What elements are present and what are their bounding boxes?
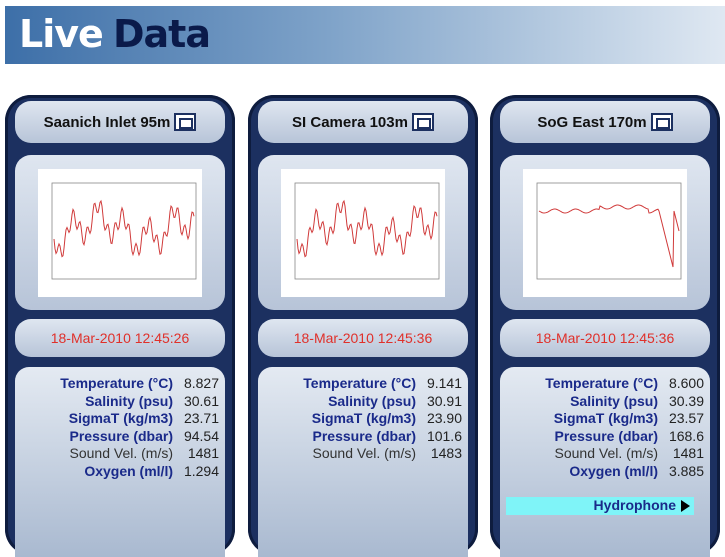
reading-row: Temperature (°C) 8.827 [15,375,225,393]
hydrophone-link[interactable]: Hydrophone [506,497,694,515]
readings: Temperature (°C) 9.141 Salinity (psu) 30.91… [258,367,468,557]
reading-value: 1483 [430,445,462,462]
reading-value: 168.6 [668,427,704,444]
readings: Temperature (°C) 8.600 Salinity (psu) 30.39… [500,367,710,557]
reading-value: 8.600 [668,375,704,391]
station-title: Saanich Inlet 95m [15,101,225,143]
plot-thumbnail[interactable] [523,169,687,297]
reading-value: 23.90 [426,410,462,427]
reading-value: 30.39 [668,392,704,409]
reading-row: Sound Vel. (m/s) 1481 [500,445,710,463]
timestamp: 18-Mar-2010 12:45:36 [500,319,710,357]
reading-label: SigmaT (kg/m3) [553,410,658,427]
banner: Live Data [5,6,725,64]
station-title: SoG East 170m [500,101,710,143]
reading-label: Oxygen (ml/l) [569,463,658,479]
title-word: Live [19,12,104,56]
reading-value: 8.827 [183,375,219,391]
station-panel: SoG East 170m 18-Mar-2010 12:45:36 Tempera… [490,95,720,557]
reading-value: 94.54 [183,427,219,444]
reading-label: Pressure (dbar) [312,427,416,444]
popup-icon[interactable] [411,113,434,131]
reading-value: 30.91 [426,392,462,409]
reading-value: 101.6 [426,427,462,444]
readings: Temperature (°C) 8.827 Salinity (psu) 30.61… [15,367,225,557]
reading-label: SigmaT (kg/m3) [311,410,416,427]
reading-row: Oxygen (ml/l) 1.294 [15,463,225,481]
reading-value: 1.294 [183,463,219,479]
plot-thumbnail[interactable] [281,169,445,297]
reading-value: 23.57 [668,410,704,427]
reading-value: 9.141 [426,375,462,391]
plot-box [15,155,225,310]
reading-label: Sound Vel. (m/s) [554,445,659,462]
reading-label: Sound Vel. (m/s) [69,445,174,462]
reading-row: Pressure (dbar) 94.54 [15,428,225,446]
timestamp: 18-Mar-2010 12:45:36 [258,319,468,357]
station-panel: Saanich Inlet 95m 18-Mar-2010 12:45:26 Tem… [5,95,235,557]
popup-icon[interactable] [650,113,673,131]
reading-value: 1481 [672,445,704,462]
popup-icon[interactable] [174,113,197,131]
reading-label: Pressure (dbar) [69,427,173,444]
reading-row: Pressure (dbar) 101.6 [258,428,468,446]
reading-label: Sound Vel. (m/s) [312,445,417,462]
reading-row: Pressure (dbar) 168.6 [500,428,710,446]
station-panel: SI Camera 103m 18-Mar-2010 12:45:36 Temper… [248,95,478,557]
station-name: SI Camera 103m [292,113,408,131]
station-name: Saanich Inlet 95m [43,113,171,131]
title-word: Data [113,12,211,56]
reading-row: SigmaT (kg/m3) 23.90 [258,410,468,428]
reading-value: 3.885 [668,463,704,479]
station-name: SoG East 170m [537,113,647,131]
reading-row: SigmaT (kg/m3) 23.71 [15,410,225,428]
reading-value: 1481 [187,445,219,462]
reading-label: Temperature (°C) [303,375,416,391]
reading-row: Temperature (°C) 9.141 [258,375,468,393]
reading-row: Salinity (psu) 30.39 [500,393,710,411]
reading-value: 30.61 [183,392,219,409]
reading-label: Salinity (psu) [85,392,173,409]
plot-box [500,155,710,310]
reading-row: SigmaT (kg/m3) 23.57 [500,410,710,428]
reading-row: Salinity (psu) 30.91 [258,393,468,411]
reading-label: Salinity (psu) [570,392,658,409]
reading-label: Temperature (°C) [545,375,658,391]
reading-label: Pressure (dbar) [554,427,658,444]
reading-row: Salinity (psu) 30.61 [15,393,225,411]
reading-label: Salinity (psu) [328,392,416,409]
plot-box [258,155,468,310]
timestamp: 18-Mar-2010 12:45:26 [15,319,225,357]
page: Live Data Saanich Inlet 95m 18-Mar-2010 1… [5,6,725,557]
station-title: SI Camera 103m [258,101,468,143]
reading-label: SigmaT (kg/m3) [68,410,173,427]
reading-row: Oxygen (ml/l) 3.885 [500,463,710,481]
reading-row: Sound Vel. (m/s) 1481 [15,445,225,463]
reading-row: Temperature (°C) 8.600 [500,375,710,393]
reading-label: Oxygen (ml/l) [84,463,173,479]
plot-thumbnail[interactable] [38,169,202,297]
reading-value: 23.71 [183,410,219,427]
reading-row: Sound Vel. (m/s) 1483 [258,445,468,463]
reading-label: Temperature (°C) [60,375,173,391]
